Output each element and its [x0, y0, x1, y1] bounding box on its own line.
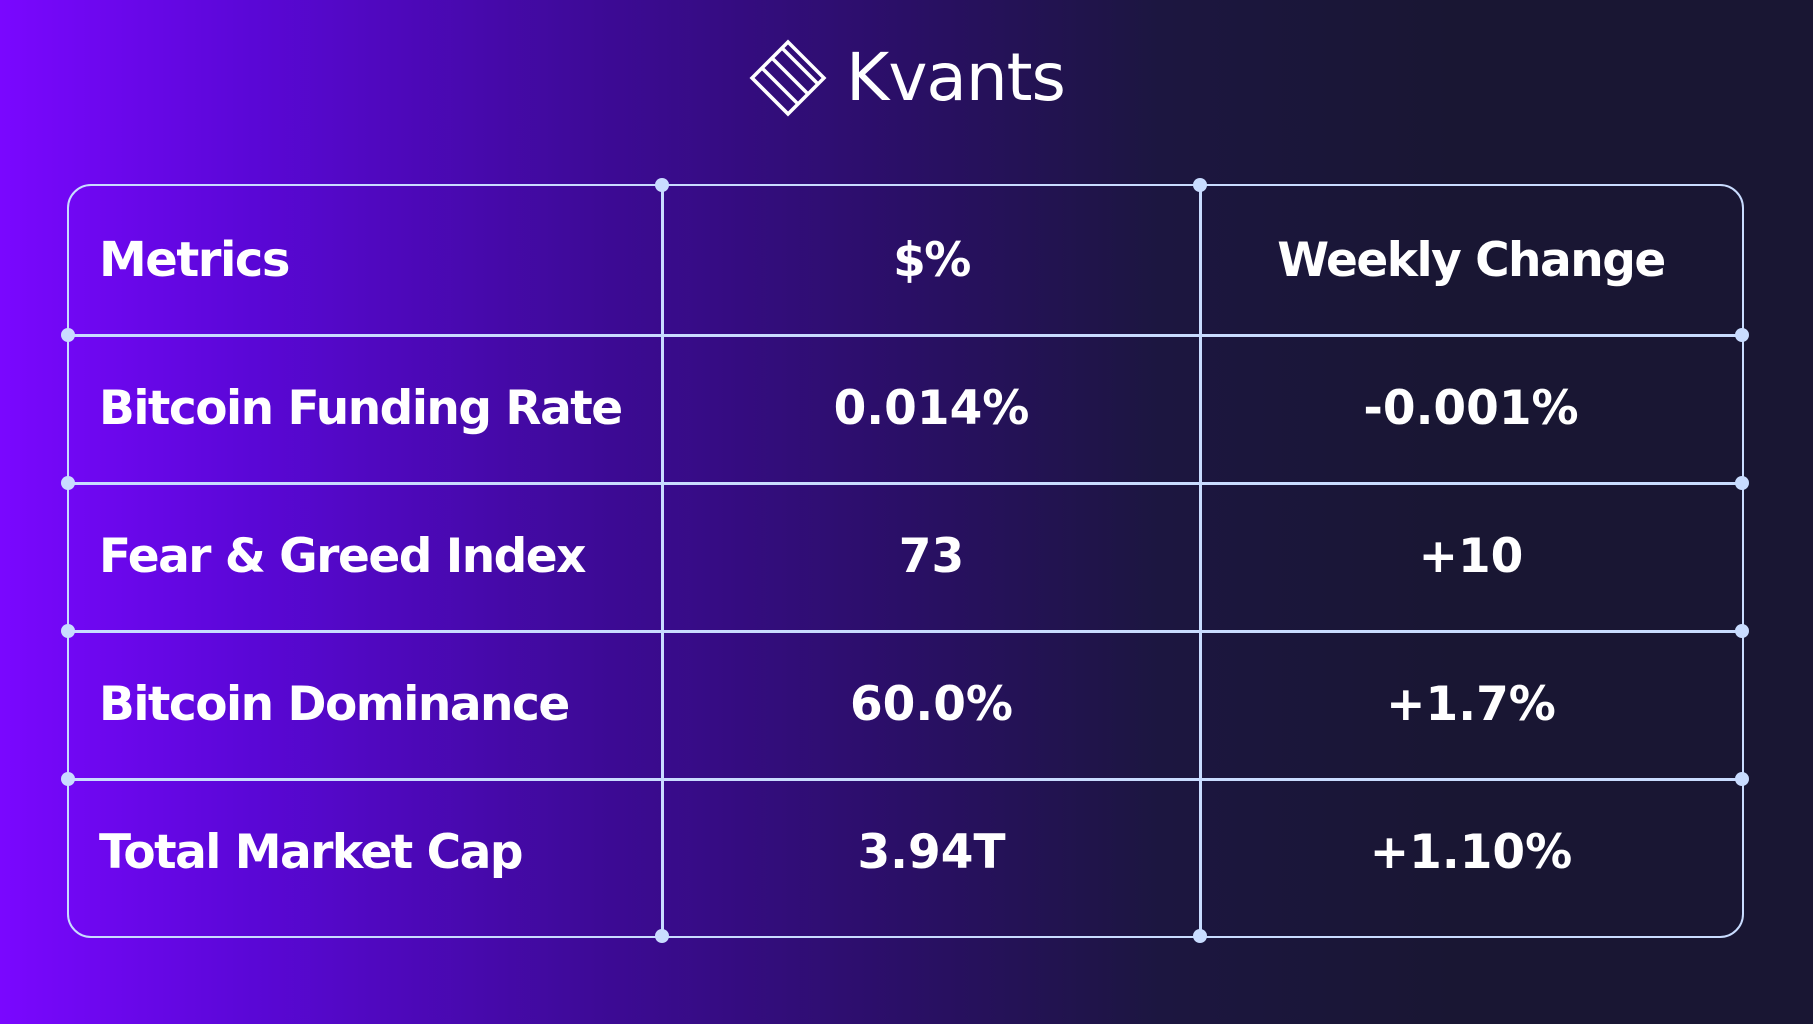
- grid-junction-dot: [61, 624, 75, 638]
- metric-value: 73: [898, 528, 965, 584]
- metric-value: 0.014%: [833, 380, 1030, 436]
- grid-junction-dot: [1193, 178, 1207, 192]
- metrics-table: Metrics $% Weekly Change Bitcoin Funding…: [61, 178, 1749, 943]
- table-row: Fear & Greed Index 73 +10: [69, 482, 1741, 630]
- metric-weekly-change: +1.7%: [1386, 676, 1556, 732]
- diagonal-striped-diamond-icon: [749, 39, 827, 117]
- metric-weekly-change: +10: [1418, 528, 1524, 584]
- metric-name: Total Market Cap: [99, 824, 523, 880]
- metric-value: 60.0%: [849, 676, 1014, 732]
- table-header-row: Metrics $% Weekly Change: [69, 186, 1741, 334]
- metric-name: Bitcoin Dominance: [99, 676, 570, 732]
- grid-junction-dot: [1735, 624, 1749, 638]
- grid-junction-dot: [1735, 476, 1749, 490]
- row-divider: [66, 334, 1745, 337]
- metric-value: 3.94T: [857, 824, 1006, 880]
- row-divider: [66, 778, 1745, 781]
- grid-junction-dot: [1735, 772, 1749, 786]
- metric-weekly-change: -0.001%: [1363, 380, 1579, 436]
- grid-junction-dot: [655, 178, 669, 192]
- metric-name: Fear & Greed Index: [99, 528, 586, 584]
- header-value: $%: [893, 232, 971, 288]
- row-divider: [66, 630, 1745, 633]
- metric-name: Bitcoin Funding Rate: [99, 380, 623, 436]
- table-row: Bitcoin Funding Rate 0.014% -0.001%: [69, 334, 1741, 482]
- table-row: Bitcoin Dominance 60.0% +1.7%: [69, 630, 1741, 778]
- column-divider: [661, 183, 664, 939]
- row-divider: [66, 482, 1745, 485]
- grid-junction-dot: [61, 328, 75, 342]
- brand-name: Kvants: [846, 39, 1066, 116]
- header-weekly-change: Weekly Change: [1277, 232, 1666, 288]
- grid-junction-dot: [655, 929, 669, 943]
- grid-junction-dot: [1735, 328, 1749, 342]
- header-metrics: Metrics: [99, 232, 290, 288]
- brand-header: Kvants: [0, 38, 1813, 118]
- metric-weekly-change: +1.10%: [1369, 824, 1573, 880]
- grid-junction-dot: [61, 476, 75, 490]
- table-row: Total Market Cap 3.94T +1.10%: [69, 778, 1741, 926]
- grid-junction-dot: [61, 772, 75, 786]
- grid-junction-dot: [1193, 929, 1207, 943]
- column-divider: [1199, 183, 1202, 939]
